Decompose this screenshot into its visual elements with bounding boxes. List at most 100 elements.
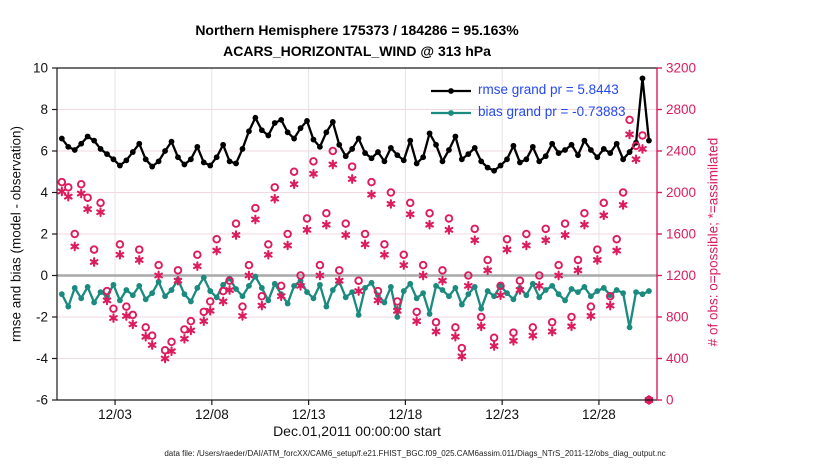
- assimilated-obs-marker: [276, 293, 286, 300]
- rmse-marker: [529, 143, 536, 150]
- possible-obs-marker: [141, 323, 150, 332]
- bias-marker: [613, 287, 620, 293]
- rmse-marker: [549, 140, 556, 147]
- assimilated-obs-marker: [109, 315, 118, 321]
- assimilated-obs-marker: [296, 282, 305, 289]
- possible-obs-marker: [135, 245, 144, 254]
- assimilated-obs-marker: [599, 212, 609, 219]
- possible-obs-marker: [328, 146, 338, 156]
- bias-marker: [117, 297, 123, 304]
- assimilated-obs-marker: [283, 242, 293, 249]
- bias-marker: [478, 305, 485, 312]
- possible-obs-marker: [560, 219, 570, 228]
- possible-obs-marker: [502, 234, 512, 244]
- possible-obs-marker: [264, 240, 273, 249]
- possible-obs-marker: [444, 214, 454, 223]
- bias-marker: [136, 282, 143, 289]
- rmse-marker: [136, 140, 143, 147]
- rmse-marker: [394, 152, 401, 159]
- bias-marker: [400, 288, 407, 294]
- possible-obs-marker: [309, 157, 318, 166]
- possible-obs-marker: [599, 198, 609, 208]
- rmse-marker: [168, 138, 175, 145]
- possible-obs-marker: [418, 260, 428, 270]
- rmse-marker: [329, 119, 336, 125]
- assimilated-obs-marker: [173, 277, 183, 284]
- legend-bias-label: bias grand pr = -0.73883: [478, 104, 626, 119]
- rmse-marker: [271, 120, 278, 126]
- rmse-marker: [497, 162, 504, 169]
- x-tick-label: 12/23: [485, 407, 519, 422]
- assimilated-obs-marker: [57, 188, 67, 195]
- y-right-tick-label: 0: [666, 393, 674, 408]
- assimilated-obs-marker: [405, 211, 415, 218]
- assimilated-obs-marker: [334, 277, 344, 284]
- rmse-marker: [478, 158, 485, 165]
- assimilated-obs-marker: [554, 272, 563, 279]
- possible-obs-marker: [522, 229, 531, 239]
- bias-marker: [91, 299, 97, 306]
- possible-obs-marker: [315, 260, 325, 270]
- bias-marker: [271, 280, 278, 287]
- x-tick-label: 12/18: [388, 407, 422, 422]
- assimilated-obs-marker: [102, 297, 112, 304]
- possible-obs-marker: [451, 323, 460, 332]
- possible-obs-marker: [225, 276, 234, 285]
- bias-marker: [246, 282, 252, 289]
- bias-marker: [510, 296, 517, 303]
- x-tick-label: 12/13: [292, 407, 326, 422]
- x-tick-label: 12/08: [195, 407, 229, 422]
- rmse-marker: [110, 156, 117, 163]
- bias-marker: [381, 299, 388, 306]
- bias-marker: [181, 291, 188, 298]
- assimilated-obs-marker: [121, 313, 131, 319]
- possible-obs-marker: [122, 302, 131, 311]
- assimilated-obs-marker: [328, 161, 338, 168]
- bias-marker: [65, 303, 72, 310]
- assimilated-obs-marker: [354, 288, 363, 295]
- rmse-marker: [581, 137, 588, 144]
- assimilated-obs-marker: [573, 267, 583, 274]
- possible-obs-marker: [193, 250, 202, 259]
- assimilated-obs-marker: [315, 272, 325, 279]
- rmse-marker: [258, 127, 265, 134]
- assimilated-obs-marker: [360, 241, 370, 248]
- possible-obs-marker: [76, 179, 86, 189]
- y-left-tick-label: -4: [36, 351, 48, 366]
- possible-obs-marker: [393, 297, 402, 306]
- possible-obs-marker: [573, 255, 583, 265]
- possible-obs-marker: [360, 229, 370, 239]
- assimilated-obs-marker: [63, 193, 73, 200]
- assimilated-obs-marker: [586, 313, 596, 319]
- bias-marker: [304, 289, 310, 295]
- assimilated-obs-marker: [341, 232, 351, 238]
- possible-obs-marker: [483, 255, 492, 265]
- assimilated-obs-marker: [463, 282, 473, 289]
- y-right-tick-label: 800: [666, 310, 689, 325]
- rmse-marker: [510, 142, 517, 149]
- y-left-tick-label: 4: [40, 185, 48, 200]
- y-left-tick-label: 8: [40, 102, 48, 117]
- bias-marker: [523, 292, 530, 299]
- rmse-marker: [175, 154, 181, 161]
- assimilated-obs-marker: [392, 307, 402, 314]
- assimilated-obs-marker: [631, 156, 641, 163]
- possible-obs-marker: [380, 240, 389, 249]
- possible-obs-marker: [205, 297, 215, 306]
- bias-marker: [600, 285, 607, 291]
- assimilated-obs-marker: [483, 267, 493, 274]
- rmse-marker: [297, 125, 304, 132]
- possible-obs-marker: [199, 307, 209, 317]
- rmse-marker: [117, 162, 123, 169]
- legend-bias-sample-marker: [448, 110, 454, 116]
- assimilated-obs-marker: [160, 355, 170, 362]
- rmse-marker: [162, 148, 168, 154]
- possible-obs-marker: [618, 188, 628, 197]
- possible-obs-marker: [154, 260, 163, 270]
- possible-obs-marker: [612, 234, 621, 244]
- bias-marker: [142, 296, 149, 303]
- assimilated-obs-marker: [199, 318, 209, 325]
- rmse-marker: [155, 158, 162, 165]
- possible-obs-marker: [431, 317, 441, 327]
- bias-marker: [458, 301, 465, 308]
